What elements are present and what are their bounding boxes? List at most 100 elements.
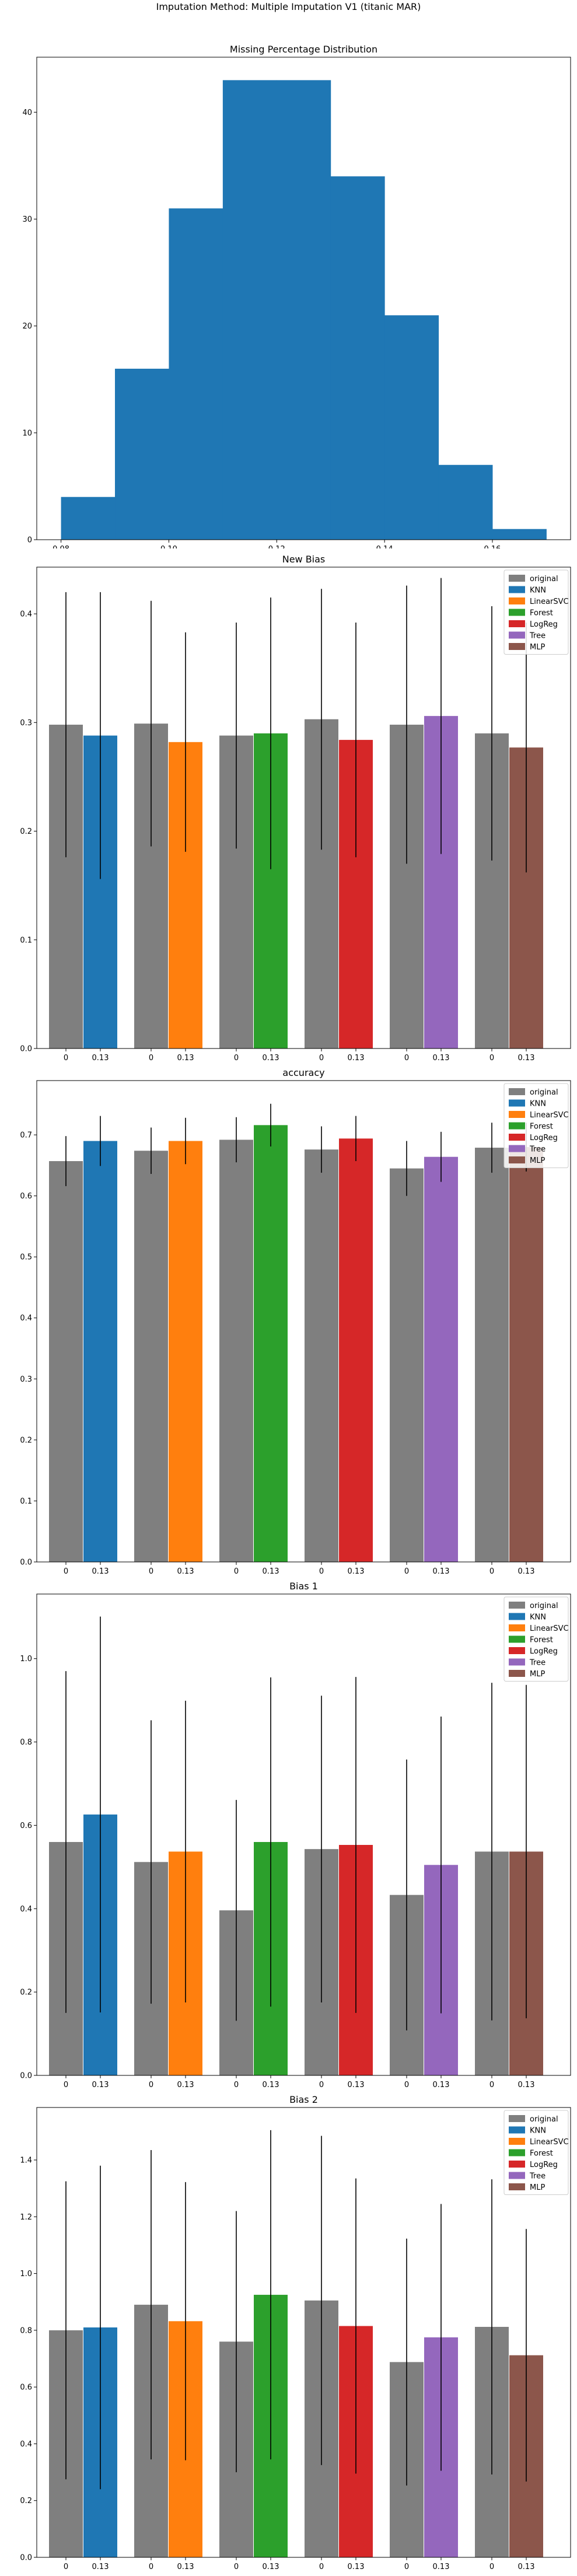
axes-frame [36,2107,571,2558]
legend-swatch [509,2138,525,2145]
x-tick-label: 0.13 [518,2563,535,2571]
x-tick-label: 0.13 [177,1567,194,1575]
x-tick-label: 0.13 [263,1054,279,1062]
figure-title: Imputation Method: Multiple Imputation V… [156,1,421,12]
legend-label: original [530,1602,558,1610]
legend-swatch [509,597,525,604]
chart-title: Bias 2 [289,2094,318,2105]
plot-area [49,1616,543,2075]
x-tick-label: 0 [404,1567,409,1575]
legend-swatch [509,575,525,582]
legend-label: MLP [530,1670,545,1679]
axes-frame [36,57,571,540]
legend-swatch [509,1099,525,1107]
plot-area [49,1103,543,1562]
y-tick-label: 0.2 [20,827,32,836]
legend-label: KNN [530,586,546,595]
axes-frame [36,567,571,1049]
legend-label: Tree [529,1145,545,1154]
y-tick-label: 0.2 [20,2497,32,2505]
y-tick-label: 0.4 [20,2440,32,2449]
histogram-panel: Missing Percentage Distribution 0.08 0.10 0… [0,35,577,548]
bar-imputed-forest [254,1125,288,1562]
legend-label: KNN [530,1100,546,1109]
chart-4-svg: Bias 2 0 0.13 0 0.13 0 0.13 0 0.13 0 0.13 0 0.13 orig… [20,2094,571,2571]
y-tick-label: 0.6 [20,2383,32,2392]
legend-label: MLP [530,2183,545,2192]
legend-label: KNN [530,2127,546,2135]
y-tick-label: 0.7 [20,1131,32,1140]
x-tick-label: 0 [64,2081,68,2089]
histogram-bar [492,529,547,540]
legend-swatch [509,1670,525,1677]
x-tick-label: 0.13 [92,2081,109,2089]
x-tick-label: 0 [404,2563,409,2571]
legend-swatch [509,1602,525,1609]
bar-original-forest [219,1140,253,1562]
legend-label: Tree [529,632,545,641]
legend-swatch [509,1613,525,1620]
y-tick-label: 0.0 [20,2554,32,2563]
legend-swatch [509,1647,525,1654]
x-tick-label: 0.13 [263,2081,279,2089]
legend: original KNN LinearSVC Forest LogReg Tree MLP [503,1596,569,1682]
x-tick-label: 0.16 [484,545,501,548]
legend-label: Tree [529,1659,545,1668]
y-tick-label: 0.0 [20,2072,32,2081]
legend-swatch [509,1156,525,1163]
x-tick-label: 0.13 [348,1567,365,1575]
bar-imputed-logreg [339,1138,373,1562]
y-tick-label: 0.1 [20,1497,32,1506]
legend-label: LogReg [530,2161,558,2169]
histogram-bar [222,80,277,540]
y-tick-label: 0.2 [20,1436,32,1445]
legend-label: LogReg [530,1647,558,1656]
x-tick-label: 0.14 [376,545,393,548]
x-tick-label: 0.10 [160,545,177,548]
legend-label: LinearSVC [530,1624,569,1633]
y-tick-label: 20 [22,322,32,331]
x-tick-label: 0.13 [263,2563,279,2571]
y-tick-label: 0.2 [20,1988,32,1997]
x-tick-label: 0 [404,2081,409,2089]
legend-swatch [509,1624,525,1631]
y-tick-label: 0.8 [20,2326,32,2335]
x-tick-label: 0.13 [518,2081,535,2089]
x-tick-label: 0 [64,1567,68,1575]
legend-label: Forest [530,1636,553,1645]
axes-frame [36,1593,571,2076]
y-tick-label: 0.4 [20,1905,32,1914]
y-tick-label: 0 [27,536,32,545]
legend: original KNN LinearSVC Forest LogReg Tree MLP [503,1083,569,1168]
x-tick-label: 0.13 [177,2563,194,2571]
bar-original-linearsvc [134,1151,168,1562]
y-tick-label: 0.6 [20,1822,32,1830]
x-tick-label: 0.13 [433,1567,450,1575]
x-tick-label: 0 [319,2081,324,2089]
chart-title: Missing Percentage Distribution [230,44,377,55]
histogram-bar [330,176,385,540]
x-tick-label: 0 [234,1567,239,1575]
legend-swatch [509,2126,525,2134]
histogram-bar [384,315,439,540]
y-tick-label: 0.0 [20,1558,32,1567]
bar-imputed-tree [424,1156,458,1562]
histogram-bar [438,464,493,540]
y-tick-label: 0.4 [20,1314,32,1323]
bar-original-tree [390,1168,424,1562]
y-tick-label: 1.0 [20,1655,32,1663]
legend-swatch [509,609,525,616]
legend-swatch [509,2161,525,2168]
legend-swatch [509,2172,525,2179]
bias-2-panel: Bias 2 0 0.13 0 0.13 0 0.13 0 0.13 0 0.13 0 0.13 orig… [0,2089,577,2576]
legend-swatch [509,1145,525,1152]
plot-area [49,578,543,1048]
legend-label: original [530,1088,558,1097]
x-tick-label: 0 [64,1054,68,1062]
x-tick-label: 0.13 [433,1054,450,1062]
x-tick-label: 0.13 [348,2563,365,2571]
x-tick-label: 0.13 [518,1054,535,1062]
histogram-bar [115,368,169,540]
legend: original KNN LinearSVC Forest LogReg Tree MLP [503,2110,569,2195]
plot-area [49,2130,543,2557]
